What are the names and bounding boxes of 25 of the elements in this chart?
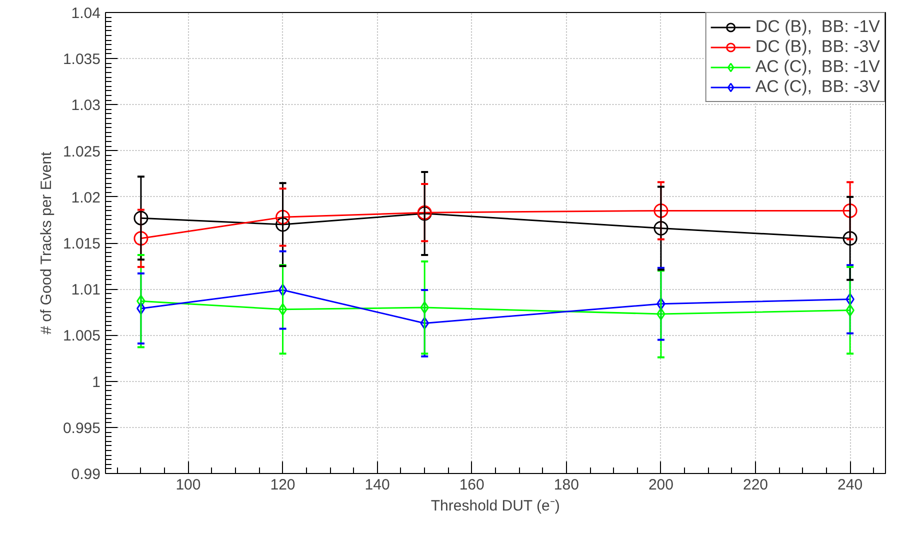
legend-label: DC (B), BB: -3V [755,37,880,57]
x-tick-label: 220 [742,476,768,494]
y-tick-label: 1.01 [71,282,101,299]
y-tick-label: 1.03 [71,97,101,114]
legend-label: AC (C), BB: -3V [755,77,880,97]
x-tick-label: 180 [554,476,579,494]
y-tick-label: 0.99 [71,466,101,483]
y-tick-label: 1.025 [62,143,101,160]
y-tick-label: 1.015 [62,236,101,252]
legend-label: AC (C), BB: -1V [755,57,880,77]
y-tick-label: 1.005 [62,328,101,345]
y-axis-title: # of Good Tracks per Event [38,151,55,334]
x-tick-label: 140 [364,476,390,494]
x-axis-title: Threshold DUT (e⁻) [430,498,560,514]
x-tick-label: 240 [838,476,863,494]
y-tick-label: 1.04 [71,5,101,22]
y-tick-label: 1 [92,374,100,391]
legend-label: DC (B), BB: -1V [755,17,880,37]
y-tick-label: 0.995 [62,420,101,437]
x-tick-label: 160 [459,476,484,494]
x-tick-label: 200 [648,476,674,494]
y-tick-label: 1.02 [71,189,101,206]
x-tick-label: 120 [270,476,296,494]
y-tick-label: 1.035 [62,51,101,68]
x-tick-label: 100 [176,476,201,494]
